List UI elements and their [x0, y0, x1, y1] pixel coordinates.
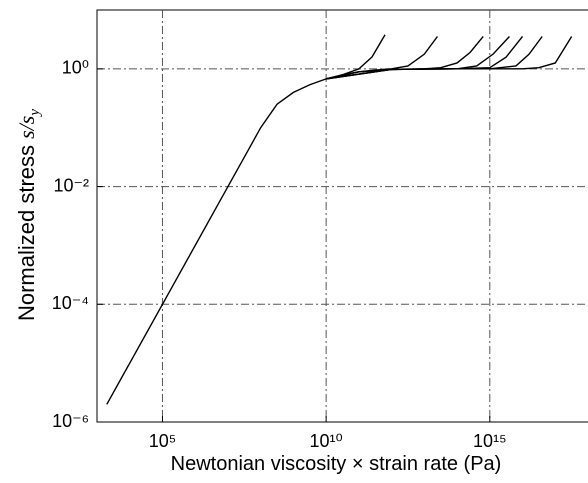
x-tick-label: 10¹⁰: [310, 431, 343, 451]
y-tick-label: 10⁻⁶: [52, 411, 89, 431]
x-tick-label: 10⁵: [149, 431, 176, 451]
y-label-text: Normalized stress: [14, 139, 39, 321]
y-tick-label: 10⁰: [62, 58, 89, 78]
curve: [325, 36, 510, 80]
y-tick-label: 10⁻²: [53, 175, 89, 195]
y-label-sub: y: [27, 109, 43, 118]
axis-frame: [96, 9, 588, 423]
y-tick-label: 10⁻⁴: [52, 293, 89, 313]
y-axis-label: Normalized stress s/sy: [14, 109, 43, 321]
x-tick-label: 10¹⁵: [473, 431, 506, 451]
curve: [106, 34, 386, 405]
curve: [325, 36, 438, 80]
x-axis-label: Newtonian viscosity × strain rate (Pa): [171, 453, 502, 475]
y-label-var: s/s: [14, 116, 39, 139]
curve: [326, 36, 573, 80]
